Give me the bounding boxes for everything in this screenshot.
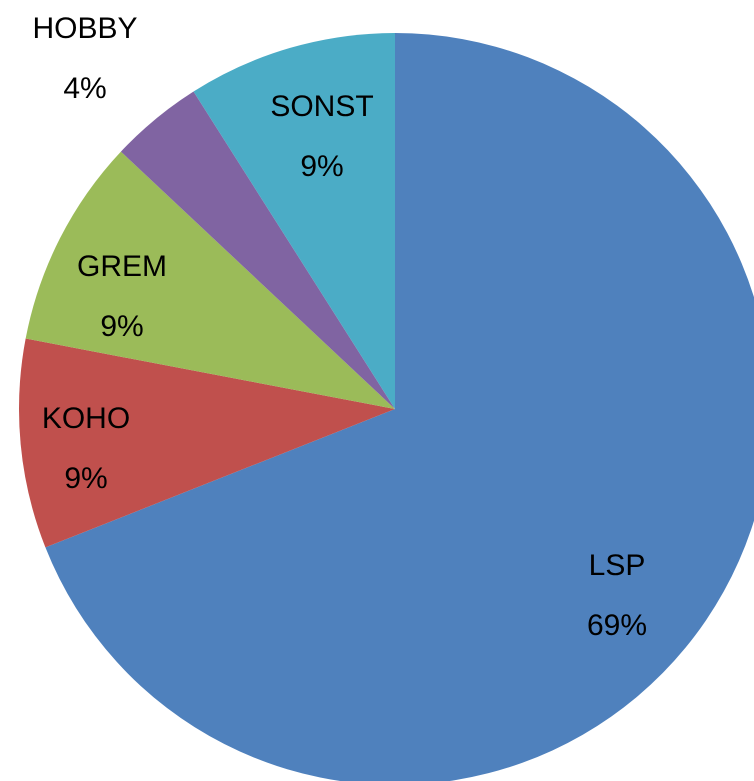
pie-slice — [25, 151, 395, 409]
slice-value-label: 9% — [64, 462, 107, 495]
slice-value-label: 9% — [100, 310, 143, 343]
slice-value-label: 9% — [300, 150, 343, 183]
slice-label: KOHO — [42, 402, 130, 435]
slice-label: SONST — [270, 90, 373, 123]
pie-slice — [19, 338, 396, 548]
slice-label: LSP — [589, 549, 646, 582]
pie-slice — [45, 33, 754, 781]
pie-slice — [193, 33, 395, 409]
pie-slice — [120, 91, 395, 409]
slice-value-label: 4% — [63, 72, 106, 105]
slice-value-label: 69% — [587, 609, 647, 642]
slice-label: HOBBY — [32, 12, 137, 45]
slice-label: GREM — [77, 250, 167, 283]
